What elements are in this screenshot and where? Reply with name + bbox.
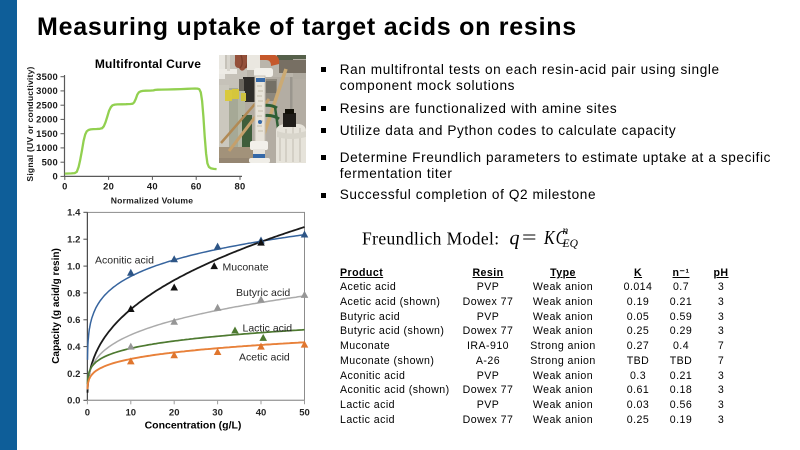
svg-text:0: 0 [62,180,67,191]
svg-text:Butyric acid: Butyric acid [236,287,290,299]
svg-text:30: 30 [212,408,223,419]
svg-text:2500: 2500 [36,99,58,110]
svg-text:0.2: 0.2 [67,369,80,380]
svg-text:40: 40 [256,408,267,419]
svg-text:3500: 3500 [36,71,58,82]
svg-text:Normalized Volume: Normalized Volume [111,195,194,205]
svg-text:Aconitic acid: Aconitic acid [95,255,154,267]
svg-text:2000: 2000 [36,114,58,125]
svg-text:50: 50 [299,408,310,419]
svg-text:Concentration (g/L): Concentration (g/L) [145,419,242,431]
svg-text:Multifrontal Curve: Multifrontal Curve [95,57,201,71]
svg-text:80: 80 [235,180,246,191]
svg-text:0: 0 [53,171,58,182]
svg-text:1.2: 1.2 [67,235,80,246]
svg-text:500: 500 [42,156,58,167]
svg-text:1.4: 1.4 [67,208,81,219]
svg-text:0: 0 [85,408,90,419]
svg-text:0.4: 0.4 [67,342,81,353]
svg-text:3000: 3000 [36,85,58,96]
svg-text:1.0: 1.0 [67,262,80,273]
svg-text:40: 40 [147,180,158,191]
svg-text:60: 60 [191,180,202,191]
svg-text:20: 20 [103,180,114,191]
svg-text:Lactic acid: Lactic acid [243,323,293,335]
svg-text:Muconate: Muconate [223,262,269,274]
svg-text:Acetic acid: Acetic acid [239,352,290,364]
svg-text:0.6: 0.6 [67,315,80,326]
svg-text:1500: 1500 [36,128,58,139]
svg-text:Capacity (g acid/g resin): Capacity (g acid/g resin) [51,248,62,364]
svg-text:10: 10 [126,408,137,419]
svg-text:0.8: 0.8 [67,288,80,299]
svg-text:1000: 1000 [36,142,58,153]
svg-text:0.0: 0.0 [67,396,80,407]
svg-text:20: 20 [169,408,180,419]
svg-text:Signal (UV or conductivity): Signal (UV or conductivity) [25,66,35,181]
